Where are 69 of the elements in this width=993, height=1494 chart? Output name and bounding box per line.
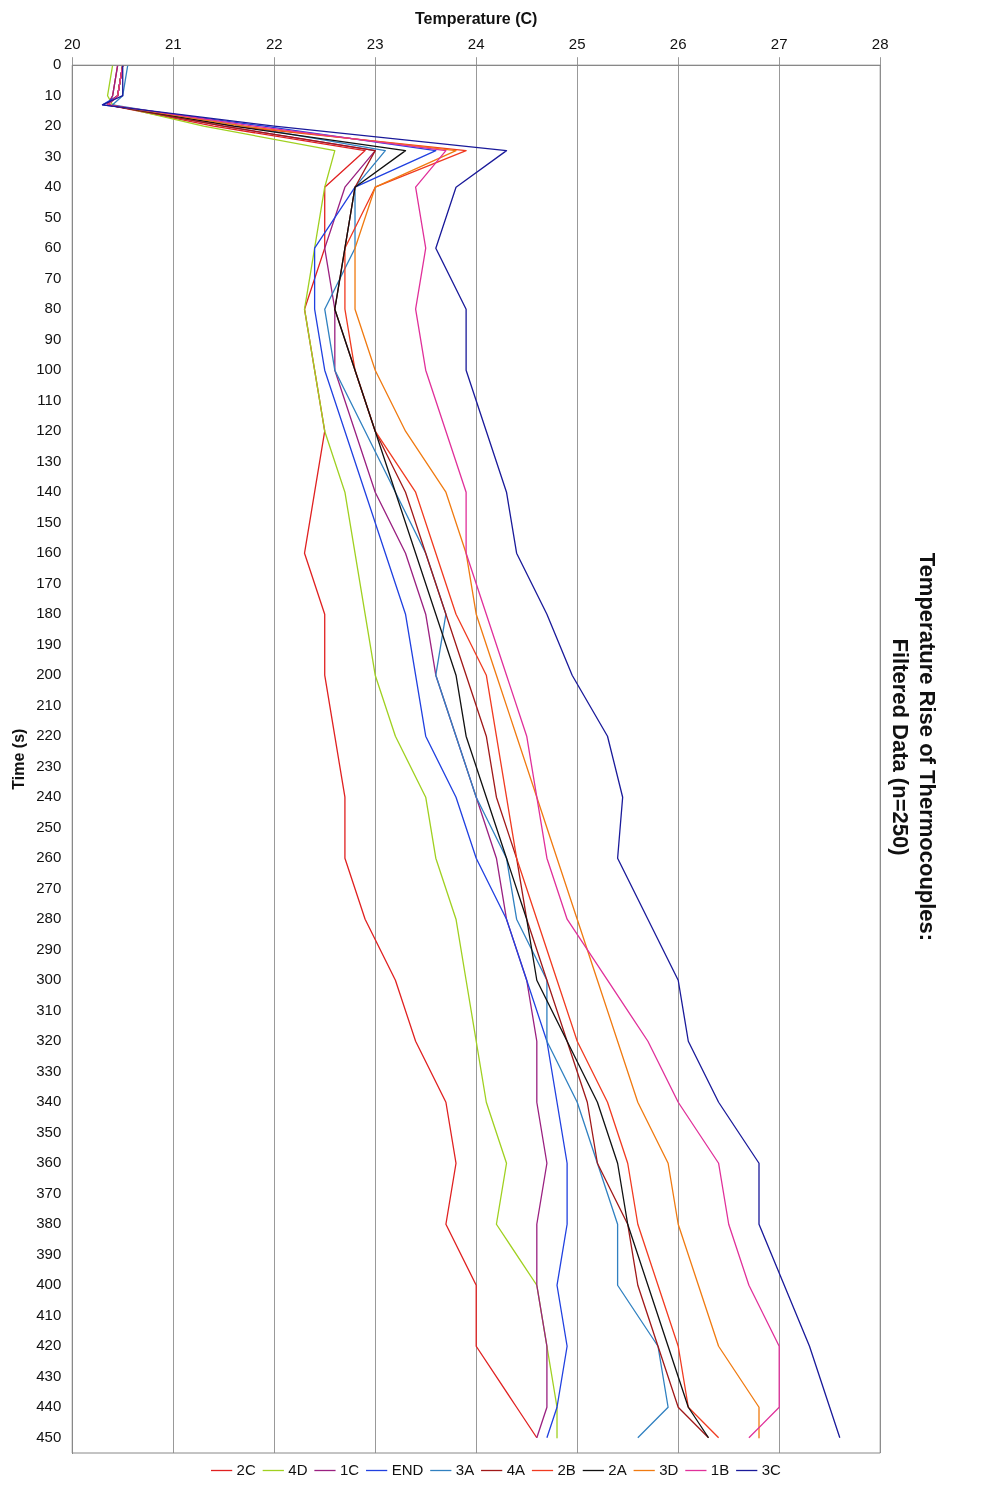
y-tick-label: 150 <box>36 512 62 530</box>
y-tick-label: 80 <box>44 299 62 317</box>
legend-label: 3A <box>455 1460 475 1478</box>
y-tick-label: 0 <box>52 55 62 73</box>
y-tick-label: 220 <box>36 726 62 744</box>
y-tick-label: 90 <box>44 329 62 347</box>
y-tick-label: 100 <box>36 360 62 378</box>
y-tick-label: 420 <box>36 1336 62 1354</box>
y-tick-label: 170 <box>36 573 62 591</box>
y-tick-label: 340 <box>36 1092 62 1110</box>
y-tick-label: 180 <box>36 604 62 622</box>
legend-label: 2C <box>236 1460 256 1478</box>
y-tick-label: 200 <box>36 665 62 683</box>
y-tick-label: 430 <box>36 1366 62 1384</box>
y-tick-label: 400 <box>36 1275 62 1293</box>
text: Temperature Rise of Thermocouples: Filtered Data (n=250) <box>888 552 940 942</box>
y-tick-label: 130 <box>36 451 62 469</box>
y-tick-label: 210 <box>36 695 62 713</box>
y-tick-label: 450 <box>36 1427 62 1445</box>
y-tick-label: 300 <box>36 970 62 988</box>
y-tick-label: 260 <box>36 848 62 866</box>
y-tick-label: 190 <box>36 634 62 652</box>
x-axis-title: Temperature (C) <box>415 10 538 28</box>
y-tick-label: 240 <box>36 787 62 805</box>
y-tick-label: 70 <box>44 268 62 286</box>
y-tick-label: 110 <box>37 390 62 408</box>
x-tick-label: 25 <box>568 35 586 53</box>
x-tick-label: 28 <box>871 35 889 53</box>
y-tick-label: 50 <box>44 207 62 225</box>
y-tick-label: 410 <box>36 1305 62 1323</box>
x-tick-label: 26 <box>669 35 687 53</box>
y-tick-label: 140 <box>36 482 62 500</box>
y-tick-label: 230 <box>36 756 62 774</box>
legend-label: END <box>391 1460 424 1478</box>
y-tick-label: 310 <box>36 1000 62 1018</box>
y-tick-label: 20 <box>44 116 62 134</box>
y-tick-label: 330 <box>36 1061 62 1079</box>
legend-label: 1B <box>710 1460 730 1478</box>
y-tick-label: 270 <box>36 878 62 896</box>
y-tick-label: 250 <box>36 817 62 835</box>
legend-label: 2A <box>608 1460 627 1478</box>
legend-label: 2B <box>557 1460 576 1478</box>
y-tick-label: 280 <box>36 909 62 927</box>
x-tick-label: 21 <box>164 35 182 53</box>
y-tick-label: 120 <box>36 421 62 439</box>
y-tick-label: 40 <box>44 177 62 195</box>
y-tick-label: 380 <box>36 1214 62 1232</box>
y-tick-label: 370 <box>36 1183 62 1201</box>
legend-label: 1C <box>339 1460 360 1478</box>
legend-label: 3D <box>659 1460 679 1478</box>
legend-label: 4D <box>288 1460 308 1478</box>
y-tick-label: 160 <box>36 543 62 561</box>
y-axis-title: Time (s) <box>10 728 28 790</box>
x-tick-label: 27 <box>770 35 788 53</box>
y-tick-label: 360 <box>36 1153 62 1171</box>
legend-label: 3C <box>761 1460 782 1478</box>
y-tick-label: 350 <box>36 1122 62 1140</box>
legend-label: 4A <box>506 1460 526 1478</box>
x-tick-label: 24 <box>467 35 485 53</box>
y-tick-label: 10 <box>44 85 62 103</box>
x-tick-label: 23 <box>366 35 384 53</box>
y-tick-label: 290 <box>36 939 62 957</box>
y-tick-label: 440 <box>36 1397 62 1415</box>
y-tick-label: 320 <box>36 1031 62 1049</box>
x-tick-label: 20 <box>63 35 81 53</box>
y-tick-label: 30 <box>44 146 62 164</box>
y-tick-label: 390 <box>36 1244 62 1262</box>
y-tick-label: 60 <box>44 238 62 256</box>
x-tick-label: 22 <box>265 35 283 53</box>
